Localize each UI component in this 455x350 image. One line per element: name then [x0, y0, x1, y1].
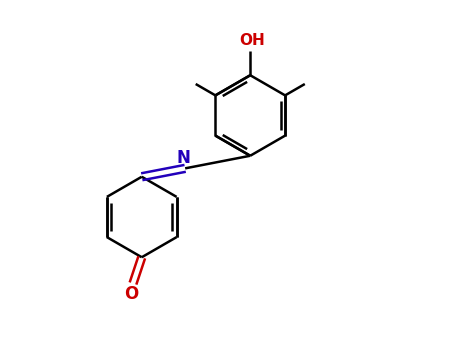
- Text: O: O: [124, 285, 138, 303]
- Text: N: N: [176, 149, 190, 167]
- Text: OH: OH: [239, 34, 264, 48]
